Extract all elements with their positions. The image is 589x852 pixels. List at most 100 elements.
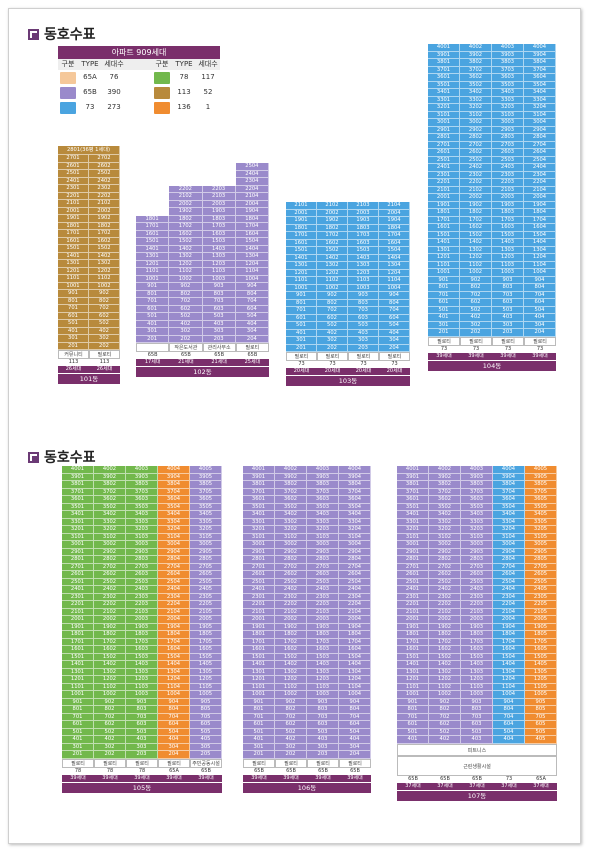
unit-cell: 2501	[397, 578, 429, 586]
unit-cell: 1104	[524, 261, 556, 269]
unit-cell: 1002	[94, 691, 126, 699]
unit-cell: 3903	[126, 473, 158, 481]
unit-cell: 1004	[339, 691, 371, 699]
unit-cell: 3804	[339, 481, 371, 489]
unit-cell: 2503	[307, 578, 339, 586]
unit-cell: 1204	[339, 676, 371, 684]
legend-title: 아파트 909세대	[58, 46, 220, 59]
unit-cell: 601	[243, 721, 275, 729]
unit-cell: 3702	[94, 488, 126, 496]
unit-cell: 3201	[62, 526, 94, 534]
unit-cell: 404	[339, 736, 371, 744]
unit-cell: 3902	[460, 51, 492, 59]
unit-cell: 1804	[379, 224, 410, 232]
unit-cell: 805	[525, 706, 557, 714]
unit-cell: 2501	[243, 578, 275, 586]
unit-cell: 2902	[275, 548, 307, 556]
unit-cell: 3502	[460, 81, 492, 89]
unit-cell: 203	[202, 335, 236, 343]
legend-type: 136	[177, 103, 191, 111]
unit-cell: 1503	[492, 231, 524, 239]
unit-cell: 1903	[307, 623, 339, 631]
unit-cell: 2602	[275, 571, 307, 579]
unit-cell: 1505	[525, 653, 557, 661]
unit-cell: 3502	[275, 503, 307, 511]
unit-cell: 401	[286, 329, 317, 337]
unit-cell: 702	[169, 298, 203, 306]
count-row-item: 17세대	[136, 359, 170, 366]
unit-cell: 2204	[235, 185, 269, 193]
unit-cell: 702	[317, 307, 348, 315]
unit-cell: 2903	[126, 548, 158, 556]
unit-cell: 2104	[493, 608, 525, 616]
unit-cell: 1904	[158, 623, 190, 631]
unit-cell: 3303	[461, 518, 493, 526]
unit-cell: 3703	[307, 488, 339, 496]
unit-cell: 603	[348, 314, 379, 322]
unit-cell: 1102	[317, 277, 348, 285]
count-row-item: 20세대	[348, 368, 379, 375]
unit-cell: 2302	[275, 593, 307, 601]
unit-cell: 1602	[89, 237, 120, 245]
unit-cell: 701	[136, 298, 170, 306]
unit-cell: 2105	[190, 608, 222, 616]
count-row: 39세대 39세대 39세대 39세대 39세대	[62, 774, 222, 782]
unit-cell: 2801	[243, 556, 275, 564]
unit-cell: 3304	[158, 518, 190, 526]
unit-cell: 702	[275, 713, 307, 721]
count-row-item: 39세대	[339, 774, 371, 782]
unit-cell: 1802	[429, 631, 461, 639]
count-row-item: 21세대	[169, 359, 203, 366]
unit-cell: 2904	[339, 548, 371, 556]
unit-cell: 1403	[492, 239, 524, 247]
unit-cell: 301	[58, 335, 89, 343]
unit-cell: 1501	[286, 247, 317, 255]
unit-cell: 1104	[158, 683, 190, 691]
unit-cell: 402	[89, 327, 120, 335]
unit-cell: 1103	[492, 261, 524, 269]
unit-cell: 2903	[492, 126, 524, 134]
unit-cell: 3401	[243, 511, 275, 519]
unit-cell: 1903	[492, 201, 524, 209]
unit-cell: 2201	[428, 179, 460, 187]
unit-cell: 2305	[525, 593, 557, 601]
type-row-item: 65B	[136, 352, 170, 359]
unit-cell: 3003	[461, 541, 493, 549]
unit-cell: 803	[307, 706, 339, 714]
unit-cell: 401	[136, 320, 170, 328]
unit-cell: 1903	[202, 208, 236, 216]
unit-cell: 704	[524, 291, 556, 299]
unit-cell: 501	[286, 322, 317, 330]
unit-cell: 1803	[348, 224, 379, 232]
unit-cell: 2105	[525, 608, 557, 616]
unit-cell: 4001	[243, 466, 275, 474]
unit-cell: 502	[169, 313, 203, 321]
facility-row: 작은도서관 관리사무소 필로티	[136, 343, 269, 352]
unit-cell: 602	[94, 721, 126, 729]
unit-cell: 3405	[525, 511, 557, 519]
unit-cell: 3803	[126, 481, 158, 489]
unit-cell: 703	[492, 291, 524, 299]
unit-cell: 1202	[429, 676, 461, 684]
unit-cell: 704	[379, 307, 410, 315]
unit-cell: 2402	[460, 164, 492, 172]
unit-cell: 1003	[202, 275, 236, 283]
unit-cell: 3902	[275, 473, 307, 481]
unit-cell: 1604	[235, 230, 269, 238]
unit-cell: 1603	[348, 239, 379, 247]
unit-cell: 1803	[492, 209, 524, 217]
unit-cell: 604	[379, 314, 410, 322]
unit-cell: 1205	[190, 676, 222, 684]
facility: 피트니스	[397, 743, 557, 756]
unit-cell: 1902	[89, 215, 120, 223]
unit-cell: 2602	[89, 162, 120, 170]
unit-cell: 1203	[307, 676, 339, 684]
unit-cell: 305	[190, 743, 222, 751]
unit-cell: 801	[62, 706, 94, 714]
unit-cell: 3502	[429, 503, 461, 511]
unit-cell: 2903	[461, 548, 493, 556]
unit-cell: 1801	[136, 215, 170, 223]
unit-cell: 1102	[429, 683, 461, 691]
unit-cell: 2805	[190, 556, 222, 564]
unit-cell: 2501	[58, 170, 89, 178]
